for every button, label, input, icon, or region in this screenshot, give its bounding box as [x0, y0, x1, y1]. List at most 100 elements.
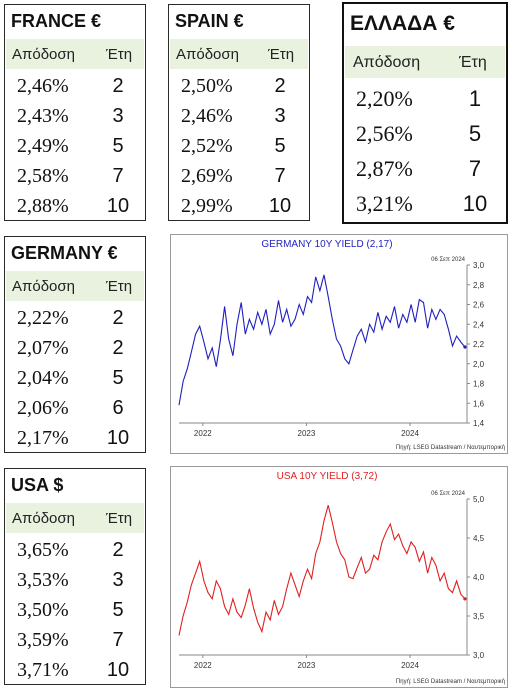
yield-value: 2,43%: [17, 105, 69, 127]
table-title: FRANCE €: [11, 11, 102, 31]
table-row: 2,20% 1: [344, 82, 506, 117]
table-row: 3,65% 2: [5, 535, 145, 565]
yield-value: 3,21%: [356, 191, 413, 216]
years-value: 10: [106, 427, 130, 449]
yield-column-header: Απόδοση: [12, 510, 75, 527]
y-tick-label: 4,5: [473, 534, 485, 543]
table-row: 2,22% 2: [5, 303, 145, 333]
years-value: 10: [462, 191, 488, 216]
chart-date-label: 06 Σεπ 2024: [431, 491, 466, 497]
yield-column-header: Απόδοση: [176, 46, 239, 63]
years-value: 3: [274, 105, 286, 127]
years-value: 2: [112, 539, 124, 561]
y-tick-label: 5,0: [473, 495, 485, 504]
germany-chart-svg: GERMANY 10Y YIELD (2,17) 06 Σεπ 2024 1,4 1,…: [178, 239, 505, 451]
table-header: Απόδοση Έτη: [6, 271, 144, 301]
years-value: 3: [112, 105, 124, 127]
yield-value: 2,46%: [17, 75, 69, 97]
years-column-header: Έτη: [106, 510, 133, 527]
table-row: 2,69% 7: [169, 161, 309, 191]
spain-yield-table: SPAIN € Απόδοση Έτη 2,50% 2 2,46% 3 2,52% 5…: [168, 4, 310, 221]
yield-value: 2,88%: [17, 195, 69, 217]
years-column-header: Έτη: [268, 46, 295, 63]
years-value: 7: [274, 165, 286, 187]
x-tick-label: 2022: [194, 429, 212, 438]
years-value: 5: [468, 121, 482, 146]
years-value: 5: [112, 599, 124, 621]
years-value: 2: [112, 307, 124, 329]
yield-value: 2,56%: [356, 121, 413, 146]
greece-yield-table: ΕΛΛΑΔΑ € Απόδοση Έτη 2,20% 1 2,56% 5 2,87%…: [342, 2, 508, 224]
germany-yield-chart: GERMANY 10Y YIELD (2,17) 06 Σεπ 2024 1,4 1,…: [170, 234, 508, 454]
y-tick-label: 3,0: [473, 651, 485, 660]
table-header: Απόδοση Έτη: [6, 39, 144, 69]
yield-value: 3,59%: [17, 629, 69, 651]
yield-value: 2,50%: [181, 75, 233, 97]
y-tick-label: 1,4: [473, 419, 485, 428]
table-row: 2,17% 10: [5, 423, 145, 453]
table-row: 2,04% 5: [5, 363, 145, 393]
yield-value: 2,07%: [17, 337, 69, 359]
table-row: 2,06% 6: [5, 393, 145, 423]
y-tick-label: 4,0: [473, 573, 485, 582]
yield-column-header: Απόδοση: [12, 46, 75, 63]
table-title: ΕΛΛΑΔΑ €: [350, 12, 455, 35]
years-value: 7: [112, 165, 124, 187]
table-row: 2,87% 7: [344, 152, 506, 187]
yield-value: 3,50%: [17, 599, 69, 621]
table-header: Απόδοση Έτη: [170, 39, 308, 69]
yield-column-header: Απόδοση: [353, 54, 421, 71]
years-value: 10: [106, 659, 130, 681]
y-tick-label: 3,5: [473, 612, 485, 621]
table-row: 3,71% 10: [5, 655, 145, 685]
years-value: 5: [112, 367, 124, 389]
yield-value: 2,04%: [17, 367, 69, 389]
chart-title: USA 10Y YIELD (3,72): [277, 471, 378, 482]
table-row: 2,58% 7: [5, 161, 145, 191]
table-row: 2,46% 2: [5, 71, 145, 101]
y-tick-label: 2,0: [473, 360, 485, 369]
table-row: 2,46% 3: [169, 101, 309, 131]
y-tick-label: 2,8: [473, 281, 485, 290]
table-row: 2,50% 2: [169, 71, 309, 101]
years-value: 5: [112, 135, 124, 157]
years-column-header: Έτη: [106, 46, 133, 63]
table-header: Απόδοση Έτη: [345, 46, 505, 78]
table-title: USA $: [11, 475, 64, 495]
x-tick-label: 2023: [298, 661, 316, 670]
table-row: 2,99% 10: [169, 191, 309, 221]
yield-column-header: Απόδοση: [12, 278, 75, 295]
yield-value: 3,65%: [17, 539, 69, 561]
years-value: 7: [112, 629, 124, 651]
x-tick-label: 2023: [298, 429, 316, 438]
yield-value: 3,53%: [17, 569, 69, 591]
table-row: 2,07% 2: [5, 333, 145, 363]
y-tick-label: 2,6: [473, 301, 485, 310]
table-header: Απόδοση Έτη: [6, 503, 144, 533]
x-tick-label: 2024: [401, 429, 419, 438]
yield-series-line: [178, 274, 466, 406]
y-tick-label: 1,8: [473, 380, 485, 389]
table-title: SPAIN €: [175, 11, 244, 31]
x-tick-label: 2022: [194, 661, 212, 670]
last-value-point: [463, 345, 467, 349]
germany-yield-table: GERMANY € Απόδοση Έτη 2,22% 2 2,07% 2 2,04…: [4, 236, 146, 453]
table-title: GERMANY €: [11, 243, 118, 263]
years-value: 3: [112, 569, 124, 591]
usa-yield-table: USA $ Απόδοση Έτη 3,65% 2 3,53% 3 3,50% 5 3…: [4, 468, 146, 685]
table-row: 2,52% 5: [169, 131, 309, 161]
table-row: 3,53% 3: [5, 565, 145, 595]
y-tick-label: 2,4: [473, 320, 485, 329]
yield-value: 2,52%: [181, 135, 233, 157]
yield-value: 2,46%: [181, 105, 233, 127]
yield-value: 2,17%: [17, 427, 69, 449]
yield-value: 3,71%: [17, 659, 69, 681]
chart-source: Πηγή: LSEG Datastream / Ναυτεμπορική: [396, 678, 505, 685]
last-value-point: [463, 597, 467, 601]
y-tick-label: 3,0: [473, 261, 485, 270]
years-column-header: Έτη: [106, 278, 133, 295]
table-row: 3,59% 7: [5, 625, 145, 655]
years-value: 5: [274, 135, 286, 157]
yield-value: 2,49%: [17, 135, 69, 157]
yield-value: 2,20%: [356, 86, 413, 111]
